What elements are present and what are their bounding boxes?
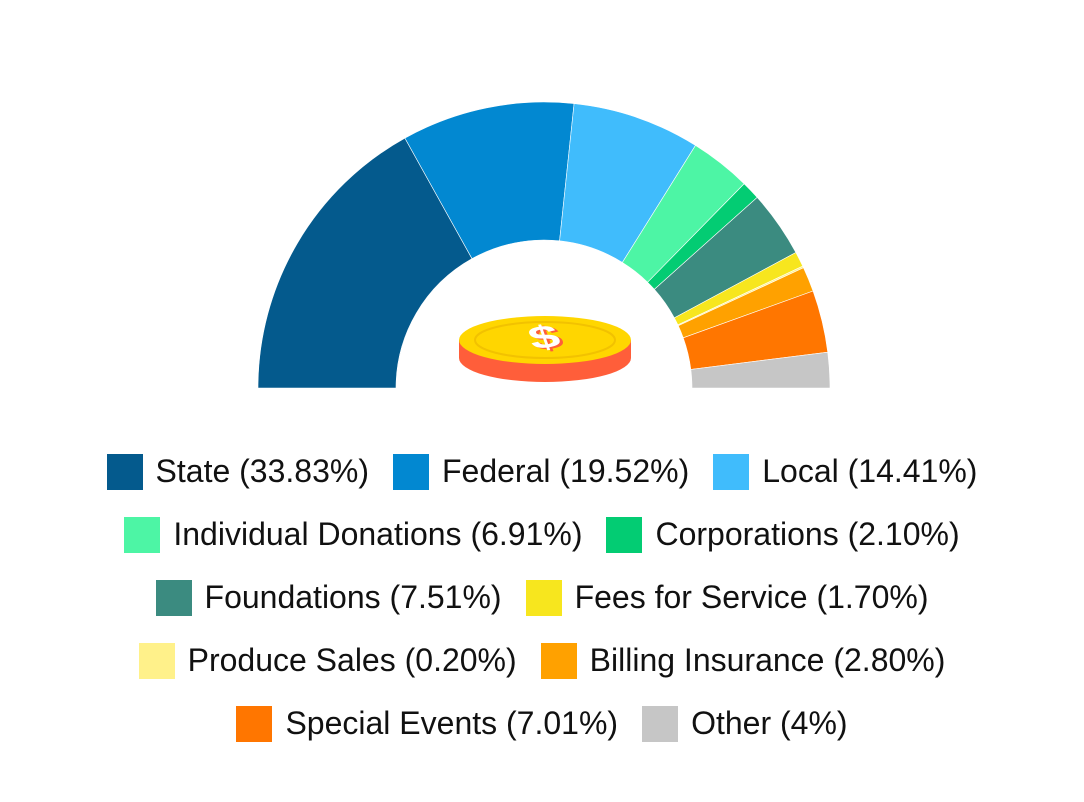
legend-swatch-federal [392,453,429,490]
legend-item-federal: Federal (19.52%) [392,453,690,490]
legend-item-local: Local (14.41%) [713,453,977,490]
legend-label: Federal (19.52%) [441,453,690,489]
legend-label: Foundations (7.51%) [204,579,502,615]
legend-item-special-events: Special Events (7.01%) [236,705,618,742]
legend-swatch-corporations [606,516,643,553]
legend-swatch-fees-for-service [525,579,562,616]
legend-label: Individual Donations (6.91%) [173,516,583,552]
legend-item-other: Other (4%) [642,705,848,742]
legend-item-individual-donations: Individual Donations (6.91%) [124,516,582,553]
legend-item-billing-insurance: Billing Insurance (2.80%) [540,642,946,679]
legend-label: State (33.83%) [155,453,369,489]
slice-state [257,137,473,389]
dollar-coin-icon: $ $ [459,316,631,382]
legend-item-state: State (33.83%) [106,453,369,490]
legend-item-produce-sales: Produce Sales (0.20%) [138,642,517,679]
legend-item-fees-for-service: Fees for Service (1.70%) [525,579,929,616]
legend-item-corporations: Corporations (2.10%) [606,516,960,553]
legend-row: Individual Donations (6.91%) Corporation… [112,503,971,566]
legend-swatch-foundations [155,579,192,616]
legend-label: Local (14.41%) [762,453,978,489]
legend-swatch-billing-insurance [540,642,577,679]
slice-other [690,351,831,389]
legend-label: Corporations (2.10%) [655,516,960,552]
legend-swatch-produce-sales [138,642,175,679]
legend-swatch-individual-donations [124,516,161,553]
legend-row: State (33.83%) Federal (19.52%) Local (1… [95,440,990,503]
legend-label: Fees for Service (1.70%) [574,579,929,615]
legend-label: Other (4%) [691,705,848,741]
legend-swatch-state [106,453,143,490]
legend-label: Billing Insurance (2.80%) [589,642,946,678]
legend-label: Special Events (7.01%) [285,705,619,741]
legend-item-foundations: Foundations (7.51%) [155,579,502,616]
legend-swatch-special-events [236,705,273,742]
legend-swatch-local [713,453,750,490]
slice-group [257,101,831,389]
legend-label: Produce Sales (0.20%) [187,642,517,678]
legend: State (33.83%) Federal (19.52%) Local (1… [0,440,1084,755]
semi-donut-chart: $ $ [257,101,831,389]
legend-row: Foundations (7.51%) Fees for Service (1.… [144,566,941,629]
legend-swatch-other [642,705,679,742]
legend-row: Produce Sales (0.20%) Billing Insurance … [127,629,958,692]
legend-row: Special Events (7.01%) Other (4%) [224,692,859,755]
